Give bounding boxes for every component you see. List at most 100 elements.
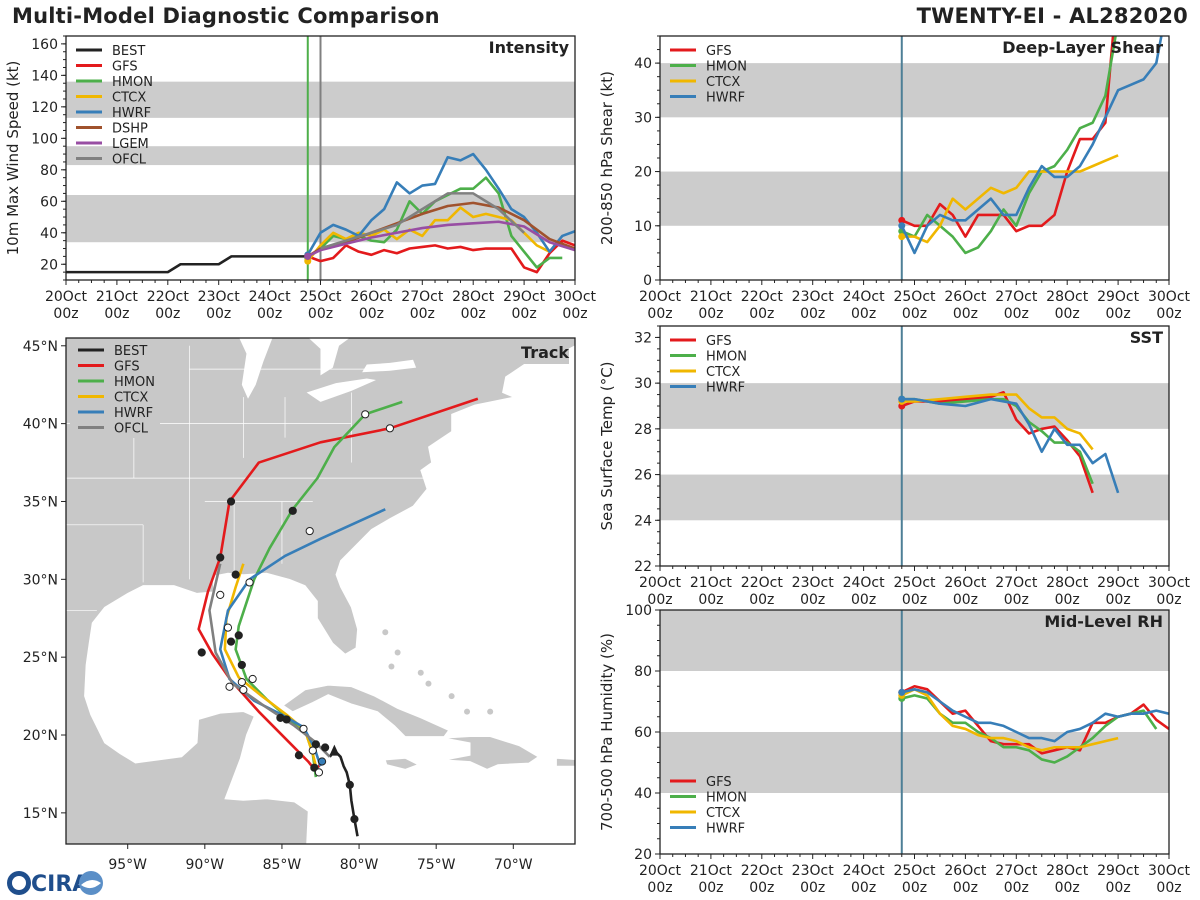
x-tick-day: 20Oct	[45, 289, 88, 305]
x-tick-day: 30Oct	[1148, 863, 1191, 879]
track-marker-ctcx	[314, 768, 324, 777]
track-lines	[197, 397, 479, 837]
x-tick-day: 22Oct	[147, 289, 190, 305]
x-tick-day: 27Oct	[995, 575, 1038, 591]
track-marker-hwrf	[245, 578, 254, 587]
x-tick-hour: 00z	[647, 592, 672, 608]
track-marker-hmon	[294, 751, 304, 760]
lake-michigan	[239, 338, 273, 399]
land-island	[487, 708, 494, 715]
track-marker-best	[345, 780, 354, 789]
x-tick-hour: 00z	[206, 306, 231, 322]
x-tick-hour: 00z	[647, 306, 672, 322]
band-0	[660, 474, 1169, 521]
y-tick-label: 28	[634, 422, 652, 438]
legend-label-gfs: GFS	[114, 360, 140, 375]
y-axis-label: 700-500 hPa Humidity (%)	[600, 633, 616, 831]
y-tick-label: 40	[40, 226, 58, 242]
x-tick-hour: 00z	[1004, 306, 1029, 322]
legend-label-dshp: DSHP	[112, 122, 148, 137]
x-tick-day: 24Oct	[843, 575, 886, 591]
lon-tick-label: 95°W	[108, 857, 147, 870]
x-tick-hour: 00z	[308, 306, 333, 322]
legend-label-hmon: HMON	[706, 60, 747, 75]
x-tick-day: 28Oct	[452, 289, 495, 305]
y-tick-label: 20	[634, 847, 652, 863]
band-1	[660, 383, 1169, 429]
y-tick-label: 0	[643, 273, 652, 289]
track-marker-hmon	[282, 715, 291, 724]
x-tick-hour: 00z	[851, 592, 876, 608]
x-tick-day: 22Oct	[741, 575, 784, 591]
track-marker-gfs	[226, 637, 236, 646]
legend-label-hwrf: HWRF	[706, 91, 745, 106]
x-tick-day: 25Oct	[893, 289, 936, 305]
legend-bg	[70, 342, 160, 438]
track-marker-hmon	[234, 631, 243, 640]
x-tick-day: 23Oct	[792, 863, 835, 879]
x-tick-day: 20Oct	[639, 289, 682, 305]
x-tick-hour: 00z	[1106, 306, 1131, 322]
x-tick-day: 26Oct	[350, 289, 393, 305]
map-frame	[65, 337, 576, 845]
track-ctcx	[223, 563, 319, 773]
x-tick-hour: 00z	[410, 306, 435, 322]
y-tick-label: 22	[634, 559, 652, 575]
lat-tick-label: 20°N	[23, 728, 58, 744]
y-tick-label: 120	[31, 100, 58, 116]
x-tick-day: 28Oct	[1046, 863, 1089, 879]
legend-label-ofcl: OFCL	[114, 422, 149, 437]
x-tick-day: 30Oct	[554, 289, 597, 305]
legend-label-lgem: LGEM	[112, 137, 149, 152]
title-bg	[505, 342, 569, 364]
x-tick-hour: 00z	[800, 592, 825, 608]
storm-symbol	[329, 744, 340, 756]
x-tick-hour: 00z	[902, 592, 927, 608]
x-tick-hour: 00z	[1106, 880, 1131, 896]
track-marker-hmon	[361, 410, 370, 419]
band-0	[660, 732, 1169, 793]
page-title: Multi-Model Diagnostic Comparison	[12, 4, 440, 28]
init-point-hwrf	[898, 688, 906, 696]
legend-label-hmon: HMON	[112, 75, 153, 90]
panel-title: SST	[1130, 328, 1163, 347]
series-best	[66, 255, 308, 274]
y-axis-label: 200-850 hPa Shear (kt)	[600, 71, 616, 245]
x-tick-hour: 00z	[1156, 592, 1181, 608]
y-tick-label: 32	[634, 330, 652, 346]
track-map: 95°W 90°W 85°W 80°W 75°W 70°W 15°N 20°N 25°N 30°N…	[23, 337, 576, 870]
track-marker-hwrf	[317, 757, 327, 766]
x-tick-day: 28Oct	[1046, 289, 1089, 305]
y-tick-label: 20	[40, 257, 58, 273]
legend-label-hmon: HMON	[706, 791, 747, 806]
y-tick-label: 60	[634, 725, 652, 741]
x-tick-hour: 00z	[512, 306, 537, 322]
init-point-ctcx	[898, 233, 906, 241]
x-tick-day: 26Oct	[944, 863, 987, 879]
x-tick-hour: 00z	[53, 306, 78, 322]
track-marker-hwrf	[308, 746, 317, 755]
panel-title: Deep-Layer Shear	[1002, 38, 1163, 57]
track-marker-best	[350, 814, 359, 824]
legend-label-hwrf: HWRF	[112, 106, 151, 121]
series-ctcx	[901, 393, 1094, 451]
track-ofcl	[208, 563, 331, 758]
series-hmon	[901, 36, 1117, 255]
y-tick-label: 100	[625, 603, 652, 619]
y-axis-label: 10m Max Wind Speed (kt)	[4, 61, 22, 256]
x-tick-hour: 00z	[1055, 592, 1080, 608]
x-tick-day: 21Oct	[690, 863, 733, 879]
x-tick-hour: 00z	[749, 306, 774, 322]
y-axis-label: Sea Surface Temp (°C)	[600, 361, 616, 530]
x-tick-day: 25Oct	[893, 863, 936, 879]
track-marker-ctcx	[231, 570, 240, 579]
x-tick-hour: 00z	[359, 306, 384, 322]
band-1	[660, 63, 1169, 118]
series-hwrf	[900, 36, 1163, 255]
x-tick-hour: 00z	[953, 592, 978, 608]
x-tick-hour: 00z	[1055, 880, 1080, 896]
x-tick-hour: 00z	[1106, 592, 1131, 608]
track-marker-gfs	[237, 660, 246, 670]
land-island	[417, 669, 424, 676]
x-tick-hour: 00z	[902, 880, 927, 896]
